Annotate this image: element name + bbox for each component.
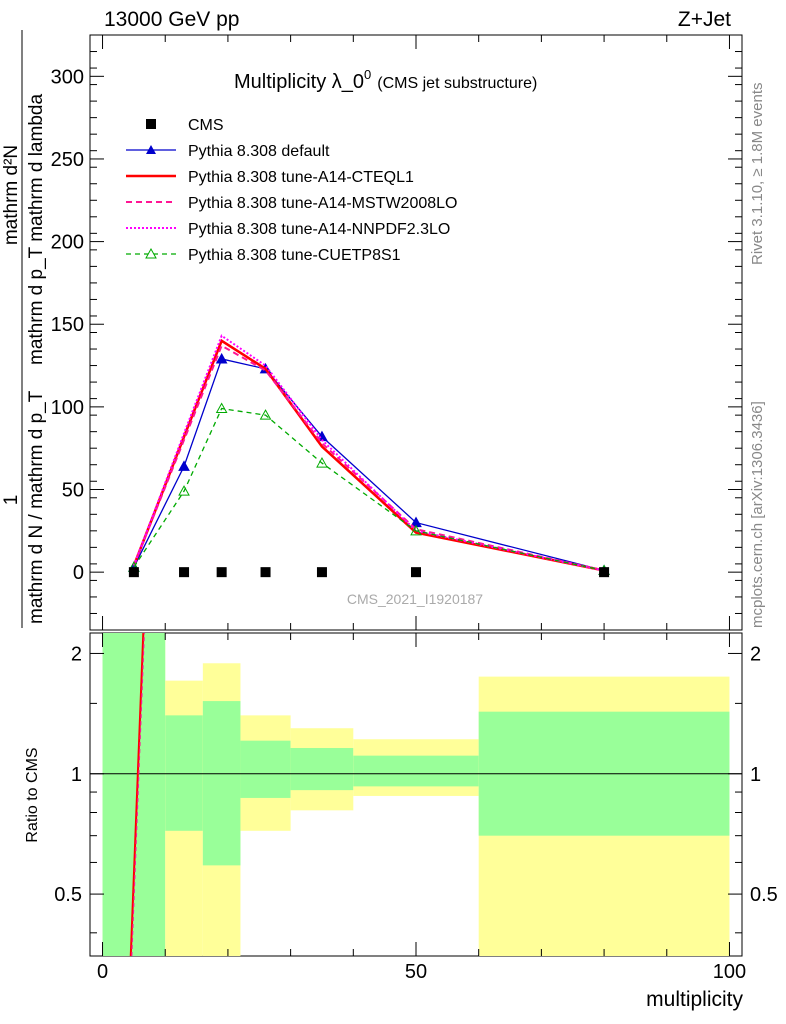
ylabel-prefix-den: mathrm d N / mathrm d p_T xyxy=(26,390,47,624)
cms-point-5 xyxy=(411,567,421,578)
ratio-y-tick-label-2: 2 xyxy=(71,643,82,665)
legend-label-4: Pythia 8.308 tune-A14-NNPDF2.3LO xyxy=(188,221,450,238)
y-tick-label-0: 0 xyxy=(73,562,84,584)
ratio-bands xyxy=(90,632,742,957)
x-tick-label-1: 50 xyxy=(405,961,427,983)
ratio-curve-line-dashed xyxy=(131,632,145,957)
series-point-1-1 xyxy=(178,460,190,471)
legend-label-5: Pythia 8.308 tune-CUETP8S1 xyxy=(188,247,401,264)
ratio-y-tick-label-right-2: 2 xyxy=(750,643,761,665)
legend: CMS Pythia 8.308 default Pythia 8.308 tune… xyxy=(126,117,457,264)
series-line-1 xyxy=(133,358,605,572)
chart-title-sup: 0 xyxy=(364,67,371,82)
ratio-band-green-5 xyxy=(353,755,479,787)
ratio-band-green-1 xyxy=(165,715,203,831)
chart-title: Multiplicity λ_00 (CMS jet substructure) xyxy=(234,67,537,93)
ylabel-prefix-num: 1 xyxy=(1,495,22,506)
ratio-band-green-4 xyxy=(290,748,354,791)
chart-subtitle: (CMS jet substructure) xyxy=(377,75,537,92)
series-line-3 xyxy=(132,344,605,572)
y-tick-label-2: 100 xyxy=(51,397,84,419)
cms-point-2 xyxy=(216,567,227,578)
ratio-y-tick-label-0: 0.5 xyxy=(54,884,82,906)
legend-label-0: CMS xyxy=(188,117,224,134)
ratio-band-green-3 xyxy=(240,740,291,798)
series-point-5-1 xyxy=(178,485,190,496)
x-tick-label-0: 0 xyxy=(97,961,108,983)
upper-axes: 0 50 100 150 200 250 300 xyxy=(51,34,742,630)
upper-y-label: 1 mathrm d N / mathrm d p_T mathrm d²N m… xyxy=(1,30,47,628)
y-tick-label-4: 200 xyxy=(51,232,84,254)
y-tick-label-6: 300 xyxy=(51,66,84,88)
legend-symbol-1 xyxy=(146,145,156,154)
series-point-5-2 xyxy=(215,402,228,414)
ratio-y-tick-label-1: 1 xyxy=(71,764,82,786)
cms-point-3 xyxy=(260,567,271,578)
ratio-band-green-0 xyxy=(102,633,166,956)
ratio-y-tick-label-right-1: 1 xyxy=(750,764,761,786)
ylabel-numerator: mathrm d²N xyxy=(1,145,22,245)
process-label: Z+Jet xyxy=(678,8,731,31)
series-line-4 xyxy=(132,334,605,572)
analysis-watermark: CMS_2021_I1920187 xyxy=(347,591,483,607)
ratio-band-green-2 xyxy=(202,701,241,866)
cms-point-1 xyxy=(179,567,190,578)
ratio-curve-line xyxy=(129,632,145,957)
series-layer xyxy=(128,334,610,578)
series-point-5-5 xyxy=(410,524,422,536)
ratio-y-tick-label-right-0: 0.5 xyxy=(750,884,778,906)
rivet-label: Rivet 3.1.10, ≥ 1.8M events xyxy=(749,83,766,266)
y-tick-label-3: 150 xyxy=(51,314,84,336)
mcplots-label: mcplots.cern.ch [arXiv:1306.3436] xyxy=(749,401,766,628)
ylabel-denominator: mathrm d p_T mathrm d lambda xyxy=(26,94,47,365)
series-point-1-2 xyxy=(215,352,228,364)
lower-axes: 0.5 0.5 1 1 2 2 0 50 100 xyxy=(54,633,778,983)
y-tick-label-5: 250 xyxy=(51,149,84,171)
legend-label-3: Pythia 8.308 tune-A14-MSTW2008LO xyxy=(188,195,457,212)
cms-point-6 xyxy=(599,567,610,578)
cms-point-4 xyxy=(316,567,327,578)
chart-title-main: Multiplicity λ_0 xyxy=(234,71,364,93)
energy-label: 13000 GeV pp xyxy=(104,8,239,31)
x-axis-label: multiplicity xyxy=(646,988,743,1011)
legend-symbol-0 xyxy=(146,119,156,129)
legend-label-2: Pythia 8.308 tune-A14-CTEQL1 xyxy=(188,169,414,186)
x-tick-label-2: 100 xyxy=(713,961,746,983)
cms-point-0 xyxy=(128,567,139,578)
series-point-5-4 xyxy=(316,457,328,468)
legend-symbol-5 xyxy=(145,247,157,259)
series-line-2 xyxy=(132,338,605,572)
series-line-5 xyxy=(133,407,605,572)
y-tick-label-1: 50 xyxy=(62,480,84,502)
ratio-ylabel: Ratio to CMS xyxy=(24,747,41,842)
series-point-5-3 xyxy=(259,409,272,420)
legend-label-1: Pythia 8.308 default xyxy=(188,143,330,160)
